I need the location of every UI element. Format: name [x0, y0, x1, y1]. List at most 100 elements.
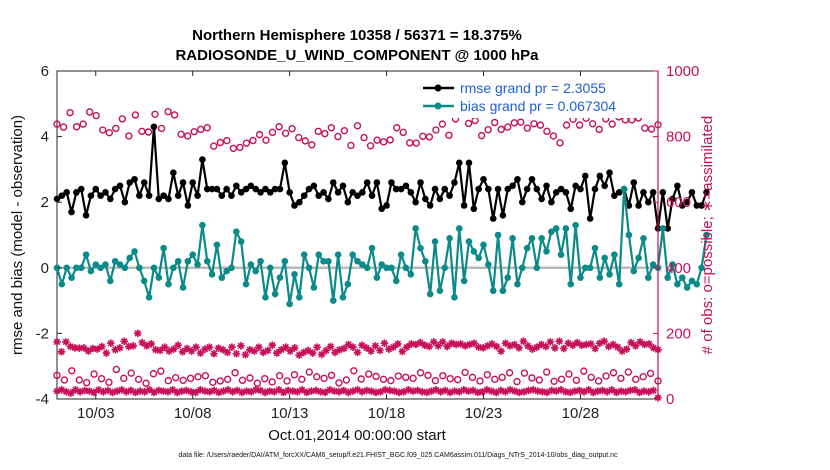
rmse-point	[596, 172, 604, 180]
rmse-point	[528, 175, 536, 183]
assimilated-obs-marker	[129, 342, 138, 350]
bias-point	[276, 274, 284, 281]
assimilated-obs-marker	[174, 341, 182, 350]
bias-point	[170, 264, 177, 272]
bias-point	[199, 221, 206, 229]
possible-obs-marker	[255, 130, 264, 139]
assimilated-obs-marker	[510, 387, 519, 395]
possible-obs-marker	[53, 371, 61, 380]
bias-point	[77, 264, 85, 272]
possible-obs-marker	[288, 125, 296, 133]
assimilated-obs-marker	[307, 387, 316, 395]
assimilated-obs-marker	[372, 388, 380, 397]
possible-obs-marker	[379, 375, 388, 384]
possible-obs-marker	[120, 374, 128, 383]
assimilated-obs-marker	[399, 387, 408, 396]
assimilated-obs-marker	[57, 386, 66, 394]
rmse-point	[392, 185, 400, 193]
possible-obs-marker	[99, 126, 107, 134]
rmse-point	[422, 195, 429, 203]
bias-point	[649, 261, 657, 268]
bias-point	[145, 294, 153, 301]
bias-point	[451, 294, 458, 301]
x-tick-label: 10/13	[271, 405, 309, 422]
bias-point	[620, 185, 628, 193]
possible-obs-marker	[424, 371, 432, 380]
assimilated-obs-marker	[187, 347, 196, 355]
rmse-series	[53, 123, 710, 232]
assimilated-obs-marker	[215, 388, 223, 397]
possible-obs-marker	[249, 136, 257, 145]
assimilated-obs-marker	[192, 343, 200, 351]
rmse-point	[271, 185, 279, 193]
possible-obs-marker	[60, 376, 69, 384]
bias-point	[693, 280, 701, 288]
bias-point	[111, 257, 119, 265]
assimilated-obs-marker	[71, 386, 80, 394]
rmse-point	[199, 156, 206, 163]
rmse-point	[480, 175, 487, 183]
assimilated-obs-marker	[573, 338, 582, 347]
possible-obs-marker	[268, 378, 276, 386]
assimilated-obs-marker	[312, 386, 320, 395]
assimilated-obs-marker	[636, 338, 644, 346]
assimilated-obs-marker	[452, 340, 460, 349]
assimilated-obs-marker	[469, 386, 477, 395]
bias-point	[678, 274, 686, 281]
possible-obs-marker	[112, 124, 120, 133]
assimilated-obs-marker	[473, 388, 482, 397]
assimilated-obs-marker	[358, 387, 366, 396]
assimilated-obs-marker	[465, 340, 474, 349]
assimilated-obs-marker	[557, 386, 565, 394]
possible-obs-marker	[66, 108, 74, 117]
rmse-point	[402, 182, 410, 190]
assimilated-obs-marker	[313, 343, 321, 351]
rmse-point	[465, 159, 473, 167]
bias-point	[320, 257, 327, 265]
left-tick-label: -4	[36, 391, 49, 408]
rmse-point	[300, 192, 308, 199]
rmse-point	[247, 182, 255, 190]
assimilated-obs-marker	[537, 340, 546, 349]
assimilated-obs-marker	[478, 387, 487, 396]
rmse-point	[470, 205, 478, 213]
x-axis: 10/03 10/08 10/13 10/18 10/23 10/28	[77, 71, 599, 422]
assimilated-obs-marker	[420, 341, 429, 350]
bias-point	[58, 280, 66, 288]
assimilated-obs-marker	[501, 339, 510, 348]
assimilated-obs-marker	[111, 346, 120, 354]
possible-obs-marker	[149, 370, 158, 378]
assimilated-obs-marker	[529, 386, 537, 394]
right-tick-label: 200	[666, 325, 691, 342]
bias-point	[640, 234, 647, 242]
assimilated-obs-marker	[270, 387, 279, 396]
rmse-point	[388, 179, 395, 186]
assimilated-obs-marker	[595, 339, 604, 348]
assimilated-obs-marker	[515, 388, 524, 397]
bias-point	[363, 264, 371, 272]
rmse-point	[310, 182, 318, 190]
assimilated-obs-marker	[308, 349, 317, 357]
assimilated-obs-marker	[214, 344, 223, 352]
assimilated-obs-marker	[71, 344, 79, 352]
assimilated-obs-marker	[367, 387, 376, 395]
possible-obs-marker	[59, 123, 68, 131]
assimilated-obs-marker	[224, 386, 232, 394]
assimilated-obs-marker	[66, 342, 75, 351]
rmse-point	[693, 202, 701, 209]
assimilated-obs-marker	[102, 349, 111, 357]
rmse-point	[281, 159, 289, 167]
bias-point	[518, 264, 526, 272]
bias-point	[242, 280, 250, 288]
rmse-point	[276, 185, 284, 193]
bias-point	[441, 264, 449, 272]
possible-obs-marker	[483, 371, 492, 379]
assimilated-obs-marker	[238, 388, 246, 397]
rmse-point	[489, 215, 497, 222]
possible-obs-marker	[372, 372, 380, 381]
possible-obs-marker	[432, 126, 440, 134]
rmse-point	[339, 182, 347, 190]
bias-point	[514, 280, 521, 288]
possible-obs-marker	[157, 367, 165, 375]
